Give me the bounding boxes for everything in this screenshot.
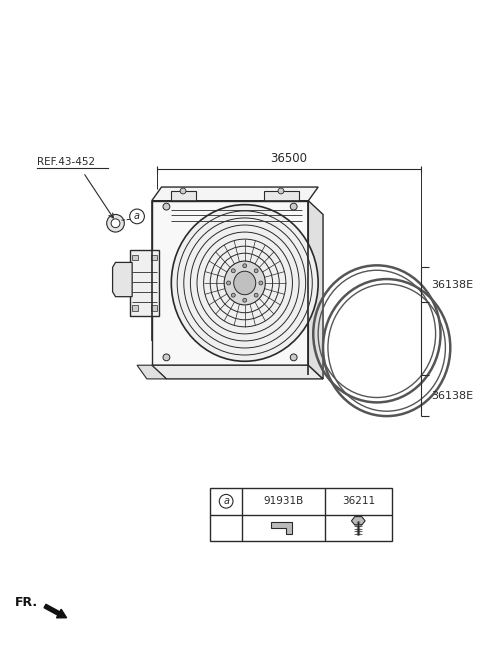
Ellipse shape xyxy=(254,269,258,273)
Polygon shape xyxy=(351,517,365,525)
Text: a: a xyxy=(223,497,229,506)
Bar xyxy=(130,250,158,316)
Ellipse shape xyxy=(107,215,124,232)
Polygon shape xyxy=(152,365,323,379)
Polygon shape xyxy=(113,262,132,297)
Bar xyxy=(151,255,156,260)
Text: 36138E: 36138E xyxy=(431,280,473,290)
Bar xyxy=(132,255,138,260)
Polygon shape xyxy=(264,191,299,201)
Ellipse shape xyxy=(278,188,284,194)
Text: 91931B: 91931B xyxy=(263,497,303,506)
Ellipse shape xyxy=(163,354,170,361)
Ellipse shape xyxy=(227,281,230,285)
Bar xyxy=(132,306,138,312)
Text: 36211: 36211 xyxy=(342,497,375,506)
Text: a: a xyxy=(134,211,140,222)
Ellipse shape xyxy=(243,298,247,302)
Polygon shape xyxy=(271,522,292,533)
Ellipse shape xyxy=(254,293,258,297)
Ellipse shape xyxy=(290,354,297,361)
Text: FR.: FR. xyxy=(15,596,38,609)
Bar xyxy=(210,487,392,541)
Ellipse shape xyxy=(290,203,297,210)
Ellipse shape xyxy=(243,264,247,268)
Bar xyxy=(152,201,308,365)
Text: REF.43-452: REF.43-452 xyxy=(37,157,96,167)
Ellipse shape xyxy=(111,219,120,228)
Polygon shape xyxy=(308,201,323,379)
Ellipse shape xyxy=(231,293,235,297)
Text: 36138E: 36138E xyxy=(431,390,473,401)
FancyArrow shape xyxy=(44,604,67,618)
Ellipse shape xyxy=(224,261,265,305)
Ellipse shape xyxy=(231,269,235,273)
Bar xyxy=(151,306,156,312)
Text: 36500: 36500 xyxy=(270,152,307,165)
Polygon shape xyxy=(137,365,167,379)
Polygon shape xyxy=(171,191,196,201)
Ellipse shape xyxy=(163,203,170,210)
Polygon shape xyxy=(152,187,318,201)
Ellipse shape xyxy=(259,281,263,285)
Ellipse shape xyxy=(171,205,318,361)
Ellipse shape xyxy=(180,188,186,194)
Ellipse shape xyxy=(234,271,256,295)
